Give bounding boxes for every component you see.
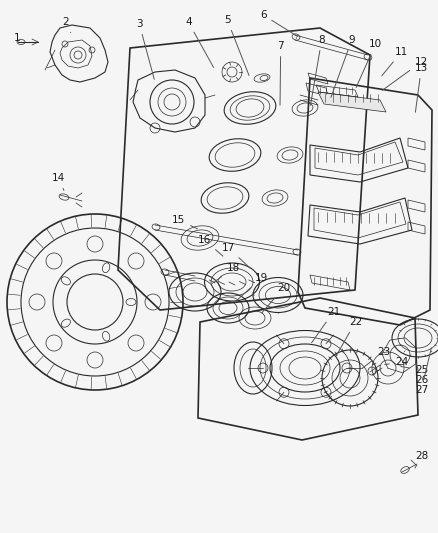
Text: 23: 23 <box>362 347 390 368</box>
Text: 7: 7 <box>277 41 284 105</box>
Text: 27: 27 <box>415 348 431 395</box>
Text: 1: 1 <box>14 33 21 43</box>
Text: 19: 19 <box>237 273 268 300</box>
Text: 10: 10 <box>356 39 382 87</box>
Text: 16: 16 <box>198 235 223 256</box>
Text: 5: 5 <box>224 15 249 75</box>
Text: 6: 6 <box>260 10 298 37</box>
Text: 25: 25 <box>401 365 428 375</box>
Text: 24: 24 <box>385 357 408 367</box>
Text: 21: 21 <box>311 307 340 343</box>
Text: 9: 9 <box>331 35 355 98</box>
Text: 4: 4 <box>185 17 214 68</box>
Text: 14: 14 <box>52 173 65 190</box>
Text: 26: 26 <box>415 362 428 385</box>
Text: 18: 18 <box>212 263 240 284</box>
Text: 22: 22 <box>336 317 362 356</box>
Text: 13: 13 <box>415 63 428 112</box>
Text: 8: 8 <box>311 35 325 105</box>
Text: 15: 15 <box>172 215 198 229</box>
Text: 3: 3 <box>136 19 154 79</box>
Text: 12: 12 <box>382 57 428 91</box>
Text: 28: 28 <box>415 451 428 468</box>
Text: 2: 2 <box>62 17 71 33</box>
Text: 17: 17 <box>222 243 250 268</box>
Polygon shape <box>318 92 386 112</box>
Text: 20: 20 <box>262 283 290 313</box>
Text: 11: 11 <box>382 47 408 76</box>
